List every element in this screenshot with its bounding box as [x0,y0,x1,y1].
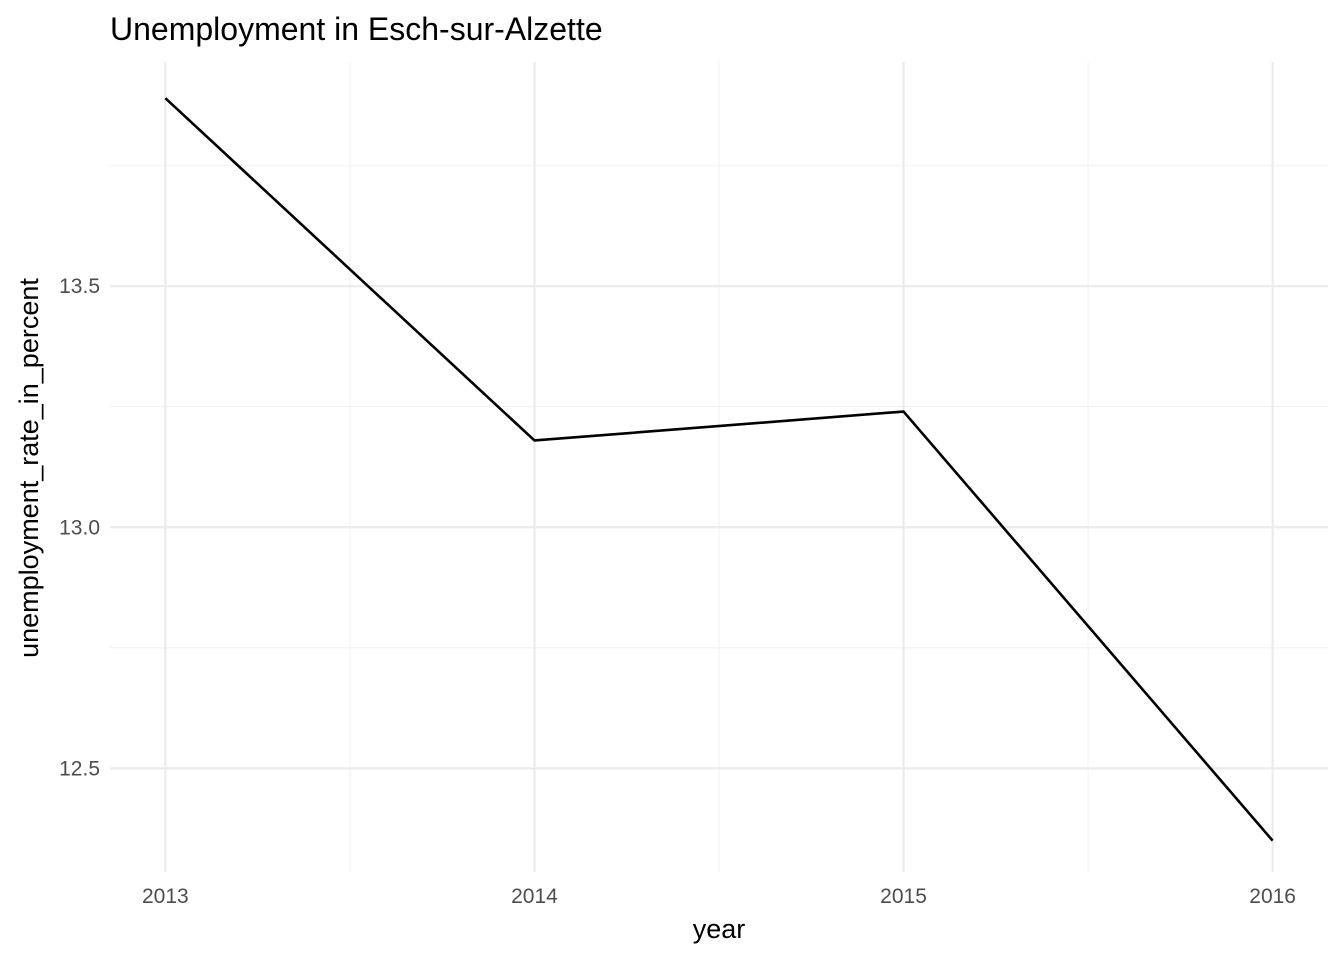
y-tick-label: 13.0 [59,516,100,539]
major-gridlines [110,62,1328,872]
y-axis-ticks: 12.5 13.0 13.5 [59,275,100,780]
x-axis-ticks: 2013 2014 2015 2016 [142,885,1296,908]
minor-gridlines [110,62,1328,872]
x-tick-label: 2015 [880,885,927,908]
series-line [164,97,1274,842]
chart-title: Unemployment in Esch-sur-Alzette [110,11,603,47]
y-tick-label: 13.5 [59,275,100,298]
x-tick-label: 2016 [1249,885,1296,908]
x-axis-title: year [693,914,746,944]
x-tick-label: 2013 [142,885,189,908]
y-tick-label: 12.5 [59,757,100,780]
series-layer [164,97,1274,842]
x-tick-label: 2014 [511,885,558,908]
y-axis-title: unemployment_rate_in_percent [14,278,44,658]
